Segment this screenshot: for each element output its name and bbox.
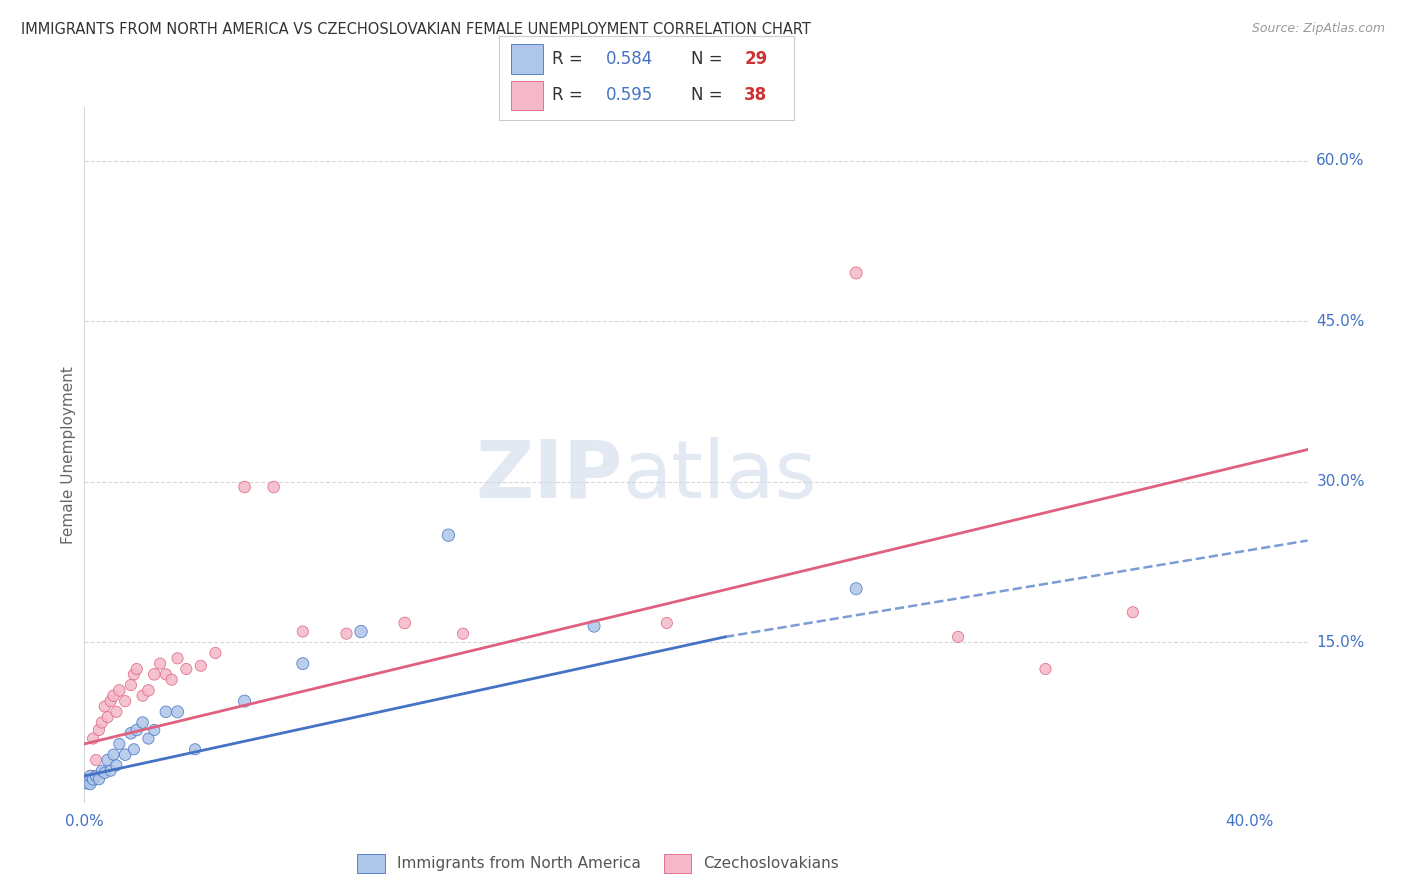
Point xyxy=(82,769,104,783)
Point xyxy=(108,683,131,698)
Point xyxy=(90,764,112,778)
Point xyxy=(166,651,188,665)
Point xyxy=(1035,662,1057,676)
Text: 38: 38 xyxy=(744,86,768,104)
Point xyxy=(394,615,416,630)
Point xyxy=(166,705,188,719)
Legend: Immigrants from North America, Czechoslovakians: Immigrants from North America, Czechoslo… xyxy=(352,847,845,879)
Point xyxy=(138,731,160,746)
Point xyxy=(131,715,153,730)
Bar xyxy=(510,44,543,74)
Point xyxy=(79,776,101,790)
Text: 0.595: 0.595 xyxy=(606,86,652,104)
Point xyxy=(174,662,197,676)
Text: IMMIGRANTS FROM NORTH AMERICA VS CZECHOSLOVAKIAN FEMALE UNEMPLOYMENT CORRELATION: IMMIGRANTS FROM NORTH AMERICA VS CZECHOS… xyxy=(21,22,811,37)
Text: 0.584: 0.584 xyxy=(606,50,652,68)
Text: Source: ZipAtlas.com: Source: ZipAtlas.com xyxy=(1251,22,1385,36)
Point xyxy=(125,723,148,737)
Point xyxy=(87,772,110,787)
Point xyxy=(335,626,357,640)
Point xyxy=(79,774,101,789)
Point xyxy=(93,699,115,714)
Point xyxy=(105,758,128,772)
Point xyxy=(103,689,125,703)
Point xyxy=(149,657,172,671)
Point xyxy=(263,480,285,494)
Point xyxy=(655,615,678,630)
Text: 15.0%: 15.0% xyxy=(1316,635,1365,649)
Point xyxy=(233,480,256,494)
Point xyxy=(105,705,128,719)
Point xyxy=(114,694,136,708)
Text: N =: N = xyxy=(692,50,728,68)
Text: 45.0%: 45.0% xyxy=(1316,314,1365,328)
Point xyxy=(155,705,177,719)
Point xyxy=(84,753,107,767)
Point xyxy=(160,673,183,687)
Point xyxy=(122,742,145,756)
Text: R =: R = xyxy=(553,50,588,68)
Point xyxy=(184,742,207,756)
Point xyxy=(97,710,120,724)
Text: ZIP: ZIP xyxy=(475,437,623,515)
Point xyxy=(76,774,98,789)
Point xyxy=(845,266,868,280)
Point xyxy=(120,726,142,740)
Point xyxy=(131,689,153,703)
Point xyxy=(79,769,101,783)
Text: 30.0%: 30.0% xyxy=(1316,475,1365,489)
Point xyxy=(84,769,107,783)
Point xyxy=(350,624,373,639)
Text: R =: R = xyxy=(553,86,588,104)
Y-axis label: Female Unemployment: Female Unemployment xyxy=(60,366,76,544)
Point xyxy=(103,747,125,762)
Point xyxy=(291,657,314,671)
Point xyxy=(138,683,160,698)
Point xyxy=(125,662,148,676)
Point xyxy=(87,723,110,737)
Point xyxy=(233,694,256,708)
Text: 29: 29 xyxy=(744,50,768,68)
Point xyxy=(1122,605,1144,619)
Text: 60.0%: 60.0% xyxy=(1316,153,1365,168)
Point xyxy=(100,764,122,778)
Point xyxy=(90,715,112,730)
Point xyxy=(114,747,136,762)
Point xyxy=(93,765,115,780)
Text: N =: N = xyxy=(692,86,728,104)
Point xyxy=(845,582,868,596)
Point xyxy=(120,678,142,692)
Point xyxy=(190,658,212,673)
Point xyxy=(97,753,120,767)
Text: atlas: atlas xyxy=(623,437,817,515)
Point xyxy=(155,667,177,681)
Point xyxy=(204,646,226,660)
Point xyxy=(122,667,145,681)
Point xyxy=(291,624,314,639)
Point xyxy=(76,772,98,787)
Point xyxy=(143,723,166,737)
Point xyxy=(437,528,460,542)
Point xyxy=(582,619,605,633)
Point xyxy=(82,772,104,787)
Point xyxy=(946,630,969,644)
Bar xyxy=(510,80,543,111)
Point xyxy=(108,737,131,751)
Point xyxy=(82,731,104,746)
Point xyxy=(100,694,122,708)
Point xyxy=(143,667,166,681)
Point xyxy=(451,626,474,640)
